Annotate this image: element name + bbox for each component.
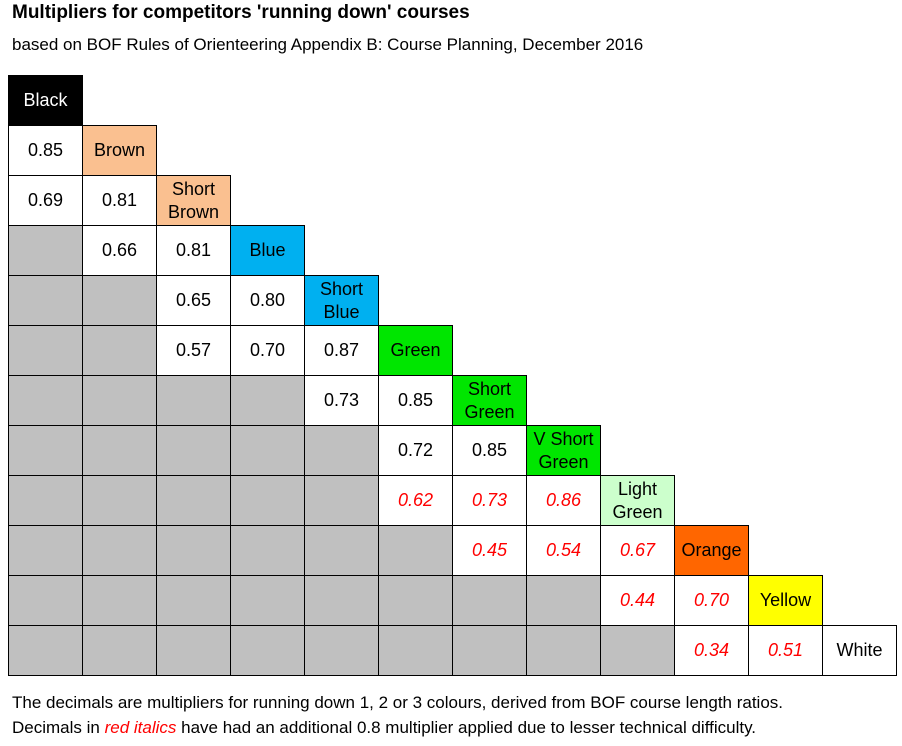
empty-cell — [230, 475, 305, 526]
empty-cell — [82, 425, 157, 476]
empty-cell — [304, 575, 379, 626]
course-cell: Brown — [82, 125, 157, 176]
multiplier-cell: 0.54 — [526, 525, 601, 576]
empty-cell — [304, 425, 379, 476]
footer-emphasis: red italics — [104, 718, 177, 737]
multiplier-cell: 0.85 — [452, 425, 527, 476]
empty-cell — [230, 575, 305, 626]
empty-cell — [8, 475, 83, 526]
course-cell: White — [822, 625, 897, 676]
empty-cell — [82, 575, 157, 626]
empty-cell — [82, 275, 157, 326]
multiplier-cell: 0.66 — [82, 225, 157, 276]
empty-cell — [304, 625, 379, 676]
course-cell: Short Green — [452, 375, 527, 426]
empty-cell — [452, 575, 527, 626]
multiplier-cell: 0.69 — [8, 175, 83, 226]
multiplier-cell: 0.81 — [156, 225, 231, 276]
course-cell: Orange — [674, 525, 749, 576]
multiplier-cell: 0.67 — [600, 525, 675, 576]
empty-cell — [452, 625, 527, 676]
course-cell: Green — [378, 325, 453, 376]
empty-cell — [230, 425, 305, 476]
multiplier-cell: 0.80 — [230, 275, 305, 326]
footer-line: Decimals in red italics have had an addi… — [12, 718, 756, 738]
empty-cell — [82, 625, 157, 676]
multiplier-cell: 0.65 — [156, 275, 231, 326]
empty-cell — [8, 225, 83, 276]
empty-cell — [526, 575, 601, 626]
empty-cell — [156, 425, 231, 476]
course-cell: Black — [8, 75, 83, 126]
multiplier-cell: 0.72 — [378, 425, 453, 476]
multiplier-cell: 0.44 — [600, 575, 675, 626]
multiplier-cell: 0.85 — [8, 125, 83, 176]
multiplier-cell: 0.45 — [452, 525, 527, 576]
multiplier-cell: 0.81 — [82, 175, 157, 226]
empty-cell — [82, 475, 157, 526]
empty-cell — [8, 625, 83, 676]
multiplier-cell: 0.73 — [452, 475, 527, 526]
multiplier-cell: 0.62 — [378, 475, 453, 526]
empty-cell — [230, 625, 305, 676]
empty-cell — [82, 325, 157, 376]
multiplier-cell: 0.87 — [304, 325, 379, 376]
multiplier-cell: 0.86 — [526, 475, 601, 526]
empty-cell — [8, 525, 83, 576]
title: Multipliers for competitors 'running dow… — [12, 2, 470, 23]
course-cell: Short Blue — [304, 275, 379, 326]
empty-cell — [304, 475, 379, 526]
empty-cell — [526, 625, 601, 676]
multiplier-cell: 0.73 — [304, 375, 379, 426]
empty-cell — [156, 475, 231, 526]
footer-line: The decimals are multipliers for running… — [12, 693, 784, 712]
course-cell: Blue — [230, 225, 305, 276]
footer-text: Decimals in — [12, 718, 105, 737]
empty-cell — [378, 575, 453, 626]
multiplier-cell: 0.70 — [230, 325, 305, 376]
multiplier-cell: 0.51 — [748, 625, 823, 676]
empty-cell — [600, 625, 675, 676]
course-cell: Short Brown — [156, 175, 231, 226]
empty-cell — [8, 325, 83, 376]
empty-cell — [82, 525, 157, 576]
empty-cell — [8, 375, 83, 426]
empty-cell — [8, 575, 83, 626]
empty-cell — [156, 625, 231, 676]
course-cell: Yellow — [748, 575, 823, 626]
multiplier-cell: 0.85 — [378, 375, 453, 426]
empty-cell — [378, 525, 453, 576]
multiplier-cell: 0.70 — [674, 575, 749, 626]
empty-cell — [156, 375, 231, 426]
empty-cell — [230, 525, 305, 576]
footer-text: have had an additional 0.8 multiplier ap… — [176, 718, 757, 737]
empty-cell — [156, 575, 231, 626]
multiplier-cell: 0.34 — [674, 625, 749, 676]
empty-cell — [230, 375, 305, 426]
empty-cell — [8, 425, 83, 476]
course-cell: V Short Green — [526, 425, 601, 476]
multiplier-cell: 0.57 — [156, 325, 231, 376]
empty-cell — [378, 625, 453, 676]
course-cell: Light Green — [600, 475, 675, 526]
empty-cell — [156, 525, 231, 576]
empty-cell — [82, 375, 157, 426]
subtitle: based on BOF Rules of Orienteering Appen… — [12, 35, 644, 54]
empty-cell — [304, 525, 379, 576]
empty-cell — [8, 275, 83, 326]
